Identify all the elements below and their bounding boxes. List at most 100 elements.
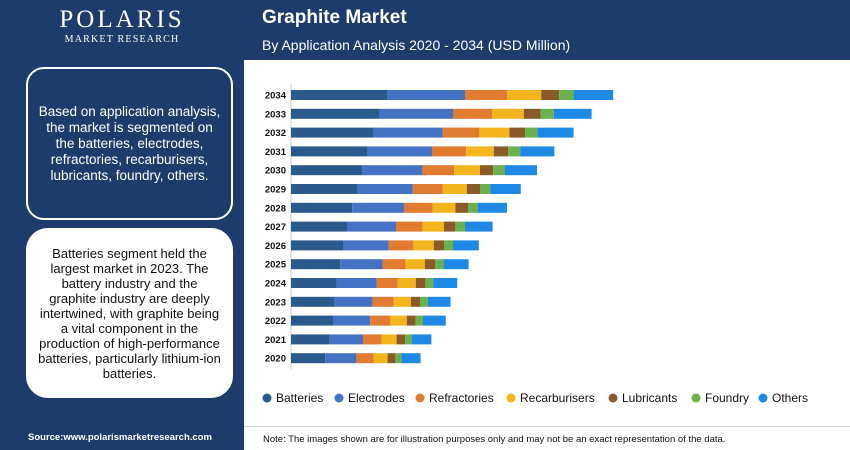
bar-segment-refractories <box>388 240 414 251</box>
bar-segment-lubricants <box>480 165 494 176</box>
legend-label-recarburisers: Recarburisers <box>520 391 595 405</box>
bar-segment-others <box>453 240 479 251</box>
legend-label-others: Others <box>772 391 808 405</box>
bar-segment-others <box>427 296 451 307</box>
bar-segment-electrodes <box>333 315 371 326</box>
y-tick-label: 2022 <box>265 316 286 327</box>
bar-segment-others <box>573 90 614 100</box>
bar-segment-batteries <box>291 90 387 100</box>
bar-segment-foundry <box>493 165 505 176</box>
legend-marker-batteries <box>262 393 272 403</box>
bar-segment-batteries <box>291 202 353 213</box>
bar-segment-lubricants <box>466 184 480 194</box>
y-tick-label: 2033 <box>265 109 286 120</box>
bar-segment-foundry <box>559 90 574 100</box>
bar-segment-electrodes <box>343 240 389 251</box>
bar-segment-refractories <box>396 221 423 232</box>
bar-segment-recarburisers <box>413 240 434 251</box>
bar-segment-batteries <box>291 221 348 232</box>
bar-segment-electrodes <box>362 165 423 176</box>
y-tick-label: 2032 <box>265 128 286 139</box>
bar-segment-lubricants <box>493 146 509 157</box>
bar-segment-refractories <box>412 184 443 194</box>
bar-segment-recarburisers <box>397 278 416 288</box>
bar-segment-lubricants <box>387 353 396 364</box>
bar-segment-electrodes <box>334 296 373 307</box>
bar-segment-electrodes <box>329 334 363 345</box>
brand-subtitle: MARKET RESEARCH <box>64 34 180 45</box>
chart-title: Graphite Market <box>262 7 407 28</box>
bar-segment-lubricants <box>541 90 560 100</box>
bar-segment-recarburisers <box>454 165 480 176</box>
bar-segment-foundry <box>480 184 491 194</box>
y-tick-label: 2027 <box>265 222 286 233</box>
y-tick-label: 2030 <box>265 166 286 177</box>
bar-segment-refractories <box>422 165 455 176</box>
bar-segment-others <box>433 278 458 288</box>
footer: Note: The images shown are for illustrat… <box>244 426 850 450</box>
chart-header: Graphite Market By Application Analysis … <box>244 0 850 60</box>
bar-segment-batteries <box>291 278 337 288</box>
bar-segment-refractories <box>442 127 480 138</box>
bar-segment-others <box>520 146 555 157</box>
bar-segment-foundry <box>525 127 538 138</box>
bar-segment-lubricants <box>411 296 420 307</box>
brand-logo: POLARIS MARKET RESEARCH <box>0 6 244 46</box>
bar-segment-foundry <box>455 221 465 232</box>
bar-segment-others <box>423 315 446 326</box>
bar-segment-batteries <box>291 259 341 270</box>
bar-segment-refractories <box>404 202 433 213</box>
bar-segment-refractories <box>382 259 406 270</box>
bar-segment-foundry <box>395 353 402 364</box>
bar-segment-electrodes <box>352 202 405 213</box>
bar-segment-recarburisers <box>393 296 411 307</box>
bar-segment-others <box>504 165 537 176</box>
summary-box: Based on application analysis, the marke… <box>26 67 233 220</box>
bar-segment-recarburisers <box>507 90 542 100</box>
bar-segment-others <box>401 353 421 364</box>
note-text: Note: The images shown are for illustrat… <box>263 434 726 445</box>
bar-segment-batteries <box>291 353 326 364</box>
bar-segment-batteries <box>291 296 335 307</box>
bar-segment-refractories <box>372 296 394 307</box>
bar-segment-refractories <box>465 90 507 100</box>
bar-segment-recarburisers <box>442 184 467 194</box>
bar-segment-electrodes <box>357 184 413 194</box>
highlight-text: Batteries segment held the largest marke… <box>38 245 221 381</box>
bar-segment-electrodes <box>325 353 357 364</box>
legend-marker-foundry <box>691 393 701 403</box>
bar-segment-recarburisers <box>390 315 407 326</box>
y-tick-label: 2029 <box>265 185 286 196</box>
bar-segment-batteries <box>291 315 333 326</box>
legend-marker-electrodes <box>334 393 344 403</box>
bar-segment-foundry <box>415 315 423 326</box>
y-tick-label: 2028 <box>265 203 286 214</box>
bar-segment-electrodes <box>387 90 465 100</box>
bar-segment-lubricants <box>415 278 426 288</box>
bar-segment-recarburisers <box>422 221 444 232</box>
bar-segment-foundry <box>468 202 478 213</box>
bar-segment-batteries <box>291 334 330 345</box>
legend-marker-lubricants <box>608 393 618 403</box>
bar-segment-electrodes <box>347 221 396 232</box>
bar-segment-others <box>411 334 432 345</box>
bar-segment-refractories <box>356 353 374 364</box>
bar-segment-batteries <box>291 240 344 251</box>
bar-segment-recarburisers <box>466 146 494 157</box>
y-tick-label: 2021 <box>265 335 287 346</box>
bar-segment-refractories <box>376 278 398 288</box>
bar-segment-foundry <box>420 296 428 307</box>
bar-segment-foundry <box>425 278 434 288</box>
source-text: Source:www.polarismarketresearch.com <box>28 432 212 443</box>
bar-segment-electrodes <box>379 108 453 119</box>
bar-segment-foundry <box>540 108 554 119</box>
left-panel: POLARIS MARKET RESEARCH Based on applica… <box>0 0 244 450</box>
bar-segment-foundry <box>405 334 412 345</box>
legend-label-refractories: Refractories <box>429 391 494 405</box>
bar-segment-refractories <box>363 334 382 345</box>
highlight-box: Batteries segment held the largest marke… <box>26 228 233 398</box>
bar-segment-refractories <box>453 108 492 119</box>
bar-segment-batteries <box>291 108 380 119</box>
legend-marker-refractories <box>415 393 425 403</box>
bar-segment-recarburisers <box>432 202 456 213</box>
